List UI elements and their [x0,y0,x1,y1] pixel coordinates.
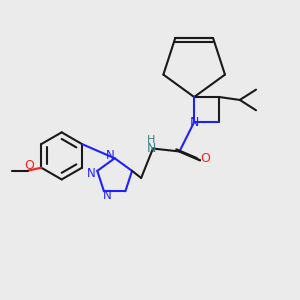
Text: H: H [147,135,156,145]
Text: O: O [25,159,34,172]
Text: N: N [87,167,96,180]
Text: O: O [200,152,210,165]
Text: N: N [103,189,111,202]
Text: N: N [190,116,199,128]
Text: N: N [147,142,156,155]
Text: N: N [106,149,115,162]
